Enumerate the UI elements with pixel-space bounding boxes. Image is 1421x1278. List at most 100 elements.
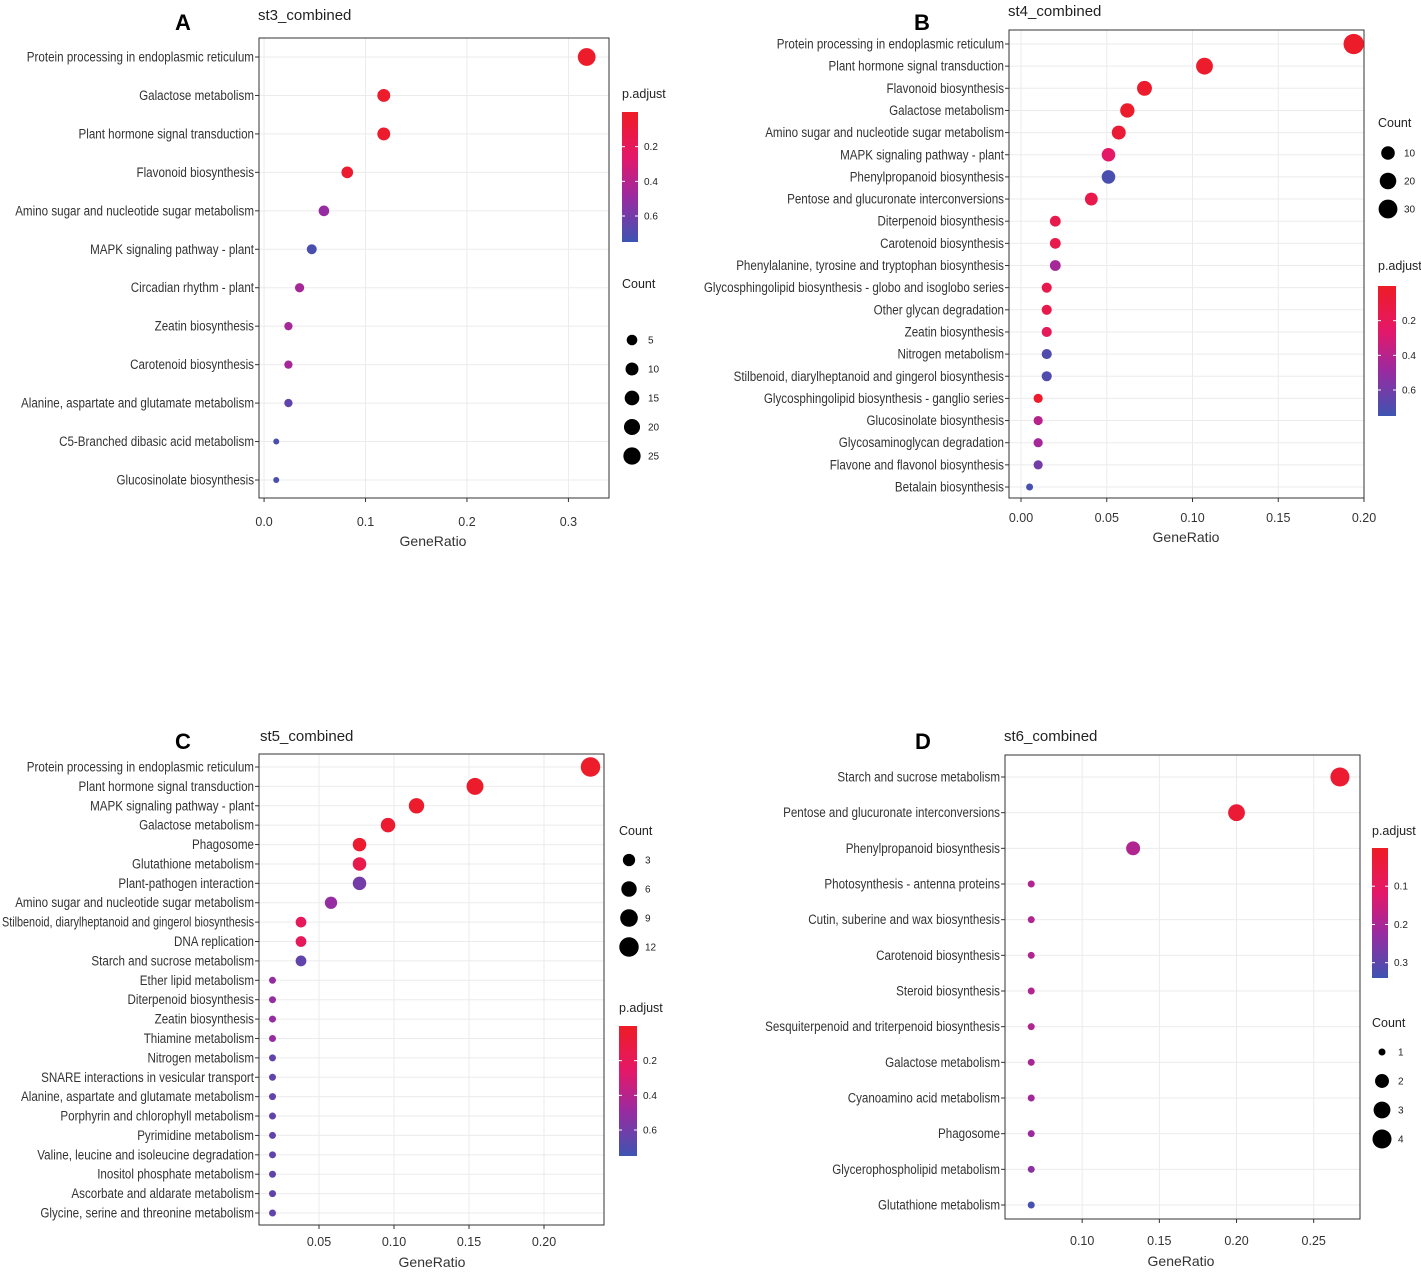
data-point: [1027, 987, 1035, 995]
count-legend-dot: [626, 334, 638, 346]
count-legend-title: Count: [1372, 1016, 1406, 1030]
count-legend-label: 25: [648, 452, 660, 463]
padjust-legend-title: p.adjust: [622, 87, 666, 101]
count-legend-label: 5: [648, 336, 654, 347]
padjust-legend-title: p.adjust: [619, 1001, 663, 1015]
count-legend-label: 4: [1398, 1135, 1404, 1146]
colorbar-tick-label: 0.4: [643, 1091, 657, 1102]
category-label: Valine, leucine and isoleucine degradati…: [37, 1147, 254, 1162]
data-point: [1343, 33, 1364, 55]
panel-title: st5_combined: [260, 728, 353, 745]
category-label: Starch and sucrose metabolism: [91, 953, 254, 968]
category-label: Steroid biosynthesis: [896, 984, 1000, 999]
padjust-legend-title: p.adjust: [1378, 259, 1421, 273]
data-point: [377, 127, 391, 141]
data-point: [1049, 215, 1061, 227]
data-point: [1027, 1165, 1035, 1173]
x-tick-label: 0.15: [457, 1235, 481, 1249]
data-point: [318, 205, 330, 217]
category-label: Pentose and glucuronate interconversions: [783, 805, 1000, 820]
colorbar-tick-label: 0.2: [1402, 316, 1416, 327]
category-label: Galactose metabolism: [889, 103, 1004, 118]
data-point: [1137, 80, 1152, 96]
x-tick-label: 0.20: [1352, 511, 1376, 525]
count-legend-label: 20: [1404, 177, 1416, 188]
data-point: [1084, 192, 1098, 206]
panel-title: st3_combined: [258, 7, 351, 24]
category-label: C5-Branched dibasic acid metabolism: [59, 434, 254, 449]
category-label: Ascorbate and aldarate metabolism: [71, 1186, 254, 1201]
x-tick-label: 0.25: [1302, 1234, 1326, 1248]
category-label: Galactose metabolism: [139, 88, 254, 103]
category-label: Flavone and flavonol biosynthesis: [830, 457, 1005, 472]
data-point: [269, 1151, 276, 1159]
category-label: Zeatin biosynthesis: [155, 319, 255, 334]
count-legend-dot: [625, 362, 639, 376]
category-label: Betalain biosynthesis: [895, 480, 1004, 495]
x-tick-label: 0.05: [1095, 511, 1119, 525]
category-label: SNARE interactions in vesicular transpor…: [41, 1070, 254, 1085]
category-label: Glycerophospholipid metabolism: [832, 1162, 1000, 1177]
x-tick-label: 0.1: [357, 515, 374, 529]
category-label: Plant hormone signal transduction: [79, 779, 255, 794]
data-point: [1041, 371, 1052, 382]
count-legend-dot: [623, 418, 641, 436]
category-label: Carotenoid biosynthesis: [880, 236, 1004, 251]
data-point: [269, 1209, 276, 1217]
count-legend-label: 9: [645, 914, 651, 925]
count-legend-label: 3: [1398, 1106, 1404, 1117]
count-legend-title: Count: [1378, 116, 1412, 130]
data-point: [273, 477, 280, 483]
count-legend-dot: [621, 881, 637, 897]
category-label: Ether lipid metabolism: [140, 973, 254, 988]
colorbar-tick-label: 0.4: [1402, 351, 1416, 362]
count-legend-title: Count: [622, 277, 656, 291]
data-point: [1027, 1130, 1035, 1138]
data-point: [1033, 415, 1043, 426]
x-tick-label: 0.10: [1180, 511, 1204, 525]
data-point: [341, 166, 354, 179]
count-legend-dot: [1375, 1074, 1389, 1088]
data-point: [273, 438, 280, 445]
data-point: [1027, 1058, 1035, 1066]
category-label: Phenylalanine, tyrosine and tryptophan b…: [736, 258, 1004, 273]
padjust-colorbar: [1372, 848, 1388, 978]
category-label: Cyanoamino acid metabolism: [848, 1091, 1000, 1106]
category-label: Glycosphingolipid biosynthesis - globo a…: [704, 280, 1004, 295]
category-label: Photosynthesis - antenna proteins: [824, 877, 1000, 892]
data-point: [306, 244, 317, 255]
category-label: Glycine, serine and threonine metabolism: [40, 1206, 254, 1221]
category-label: Phenylpropanoid biosynthesis: [850, 169, 1005, 184]
padjust-colorbar: [1378, 286, 1396, 416]
category-label: Pyrimidine metabolism: [137, 1128, 254, 1143]
category-label: Flavonoid biosynthesis: [887, 81, 1005, 96]
colorbar-tick-label: 0.2: [643, 1056, 657, 1067]
count-legend-title: Count: [619, 824, 653, 838]
data-point: [1330, 767, 1350, 787]
data-point: [269, 1015, 276, 1023]
x-tick-label: 0.10: [382, 1235, 406, 1249]
data-point: [1026, 483, 1034, 491]
category-label: Plant-pathogen interaction: [118, 876, 254, 891]
panel-letter: D: [915, 729, 931, 754]
count-legend-dot: [623, 447, 641, 465]
panel-letter: A: [175, 10, 191, 35]
x-tick-label: 0.20: [1224, 1234, 1248, 1248]
category-label: Zeatin biosynthesis: [155, 1012, 255, 1027]
category-label: Galactose metabolism: [885, 1055, 1000, 1070]
category-label: Stilbenoid, diarylheptanoid and gingerol…: [2, 915, 254, 930]
count-legend-label: 6: [645, 885, 651, 896]
data-point: [1033, 460, 1043, 470]
data-point: [284, 322, 293, 331]
category-label: Other glycan degradation: [874, 302, 1004, 317]
category-label: MAPK signaling pathway - plant: [840, 147, 1004, 162]
data-point: [269, 1112, 276, 1120]
data-point: [1120, 103, 1135, 118]
colorbar-tick-label: 0.4: [644, 177, 658, 188]
data-point: [295, 955, 307, 967]
category-label: Flavonoid biosynthesis: [137, 165, 255, 180]
category-label: Glycosphingolipid biosynthesis - ganglio…: [764, 391, 1004, 406]
x-axis-title: GeneRatio: [1148, 1253, 1215, 1269]
